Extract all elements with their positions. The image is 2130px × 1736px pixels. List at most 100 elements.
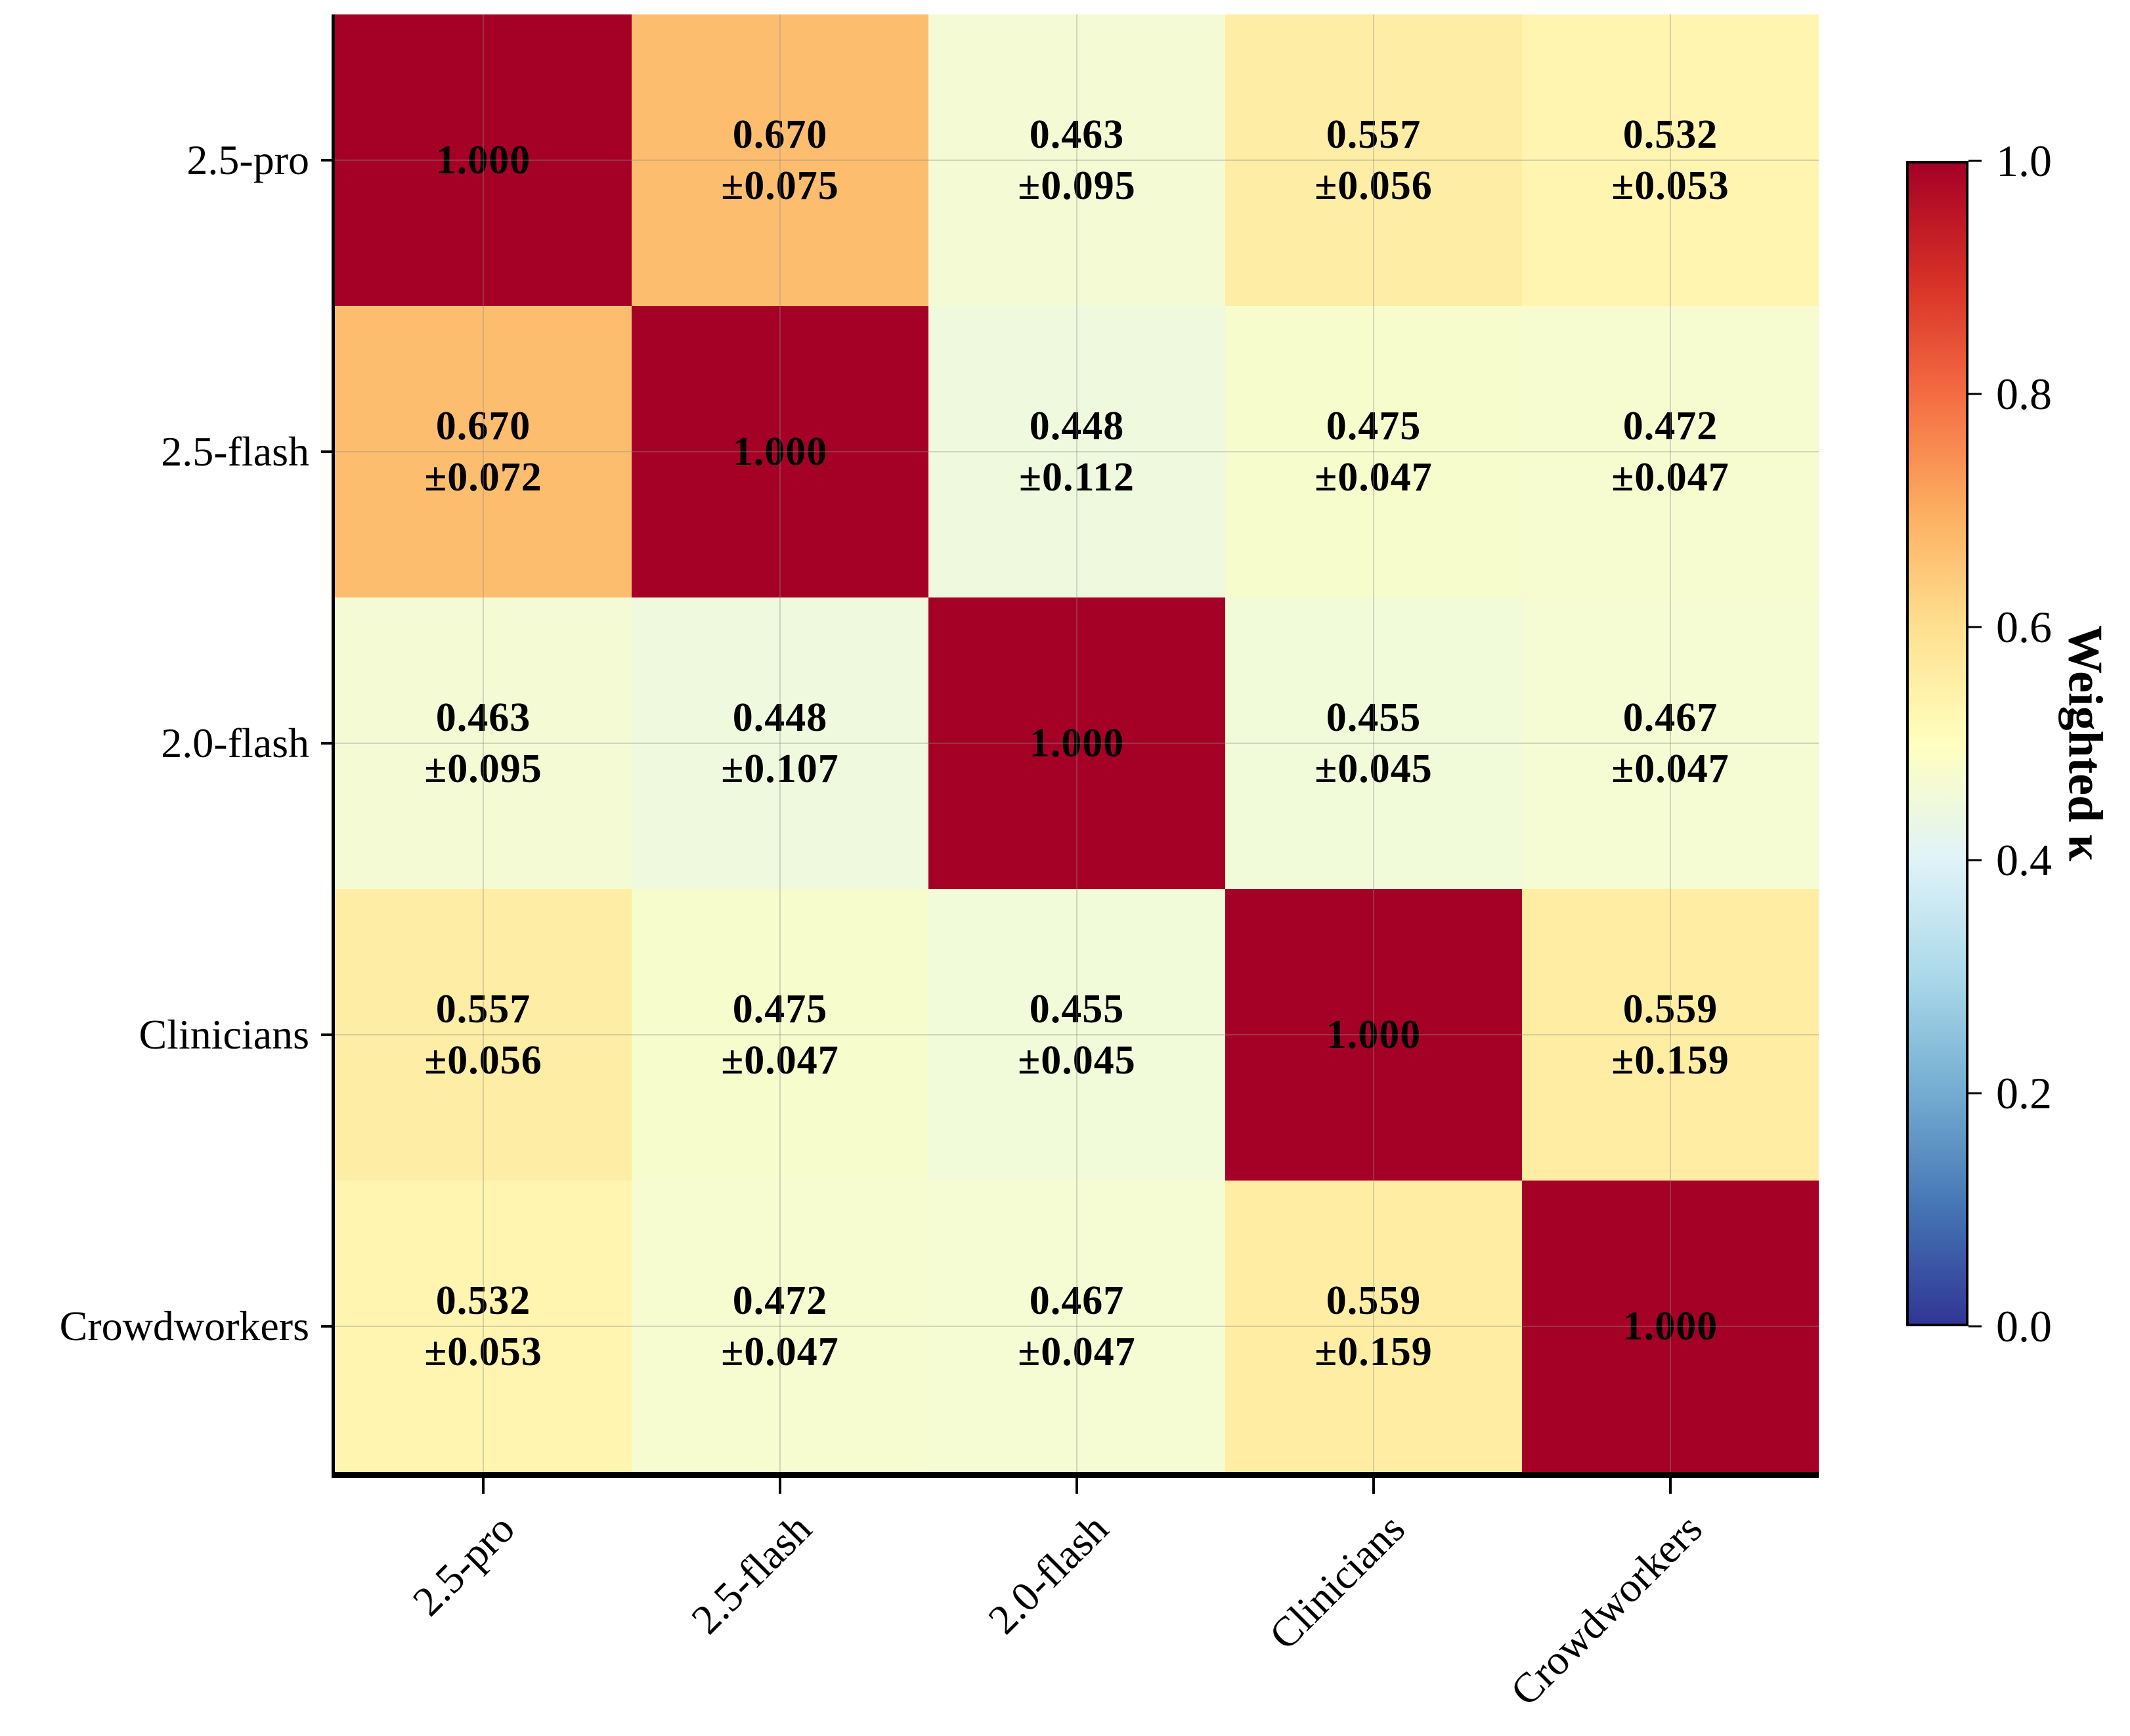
cell-annotation: 1.000 — [436, 135, 531, 186]
cell-annotation: 0.472 ±0.047 — [721, 1275, 839, 1378]
y-axis-tick — [321, 1033, 332, 1036]
colorbar — [1906, 161, 1968, 1326]
gridline-vertical — [1670, 14, 1671, 1472]
cell-value: 0.448 — [1029, 404, 1125, 448]
cell-value: 0.467 — [1622, 695, 1718, 740]
cell-value: 0.670 — [435, 404, 531, 448]
heatmap-cell: 1.000 — [1522, 1181, 1819, 1472]
x-axis-tick — [1076, 1478, 1078, 1494]
heatmap-cell: 0.455 ±0.045 — [928, 889, 1225, 1181]
cell-value: 0.475 — [732, 987, 828, 1031]
colorbar-tick — [1968, 160, 1982, 162]
cell-value: 0.463 — [435, 695, 531, 740]
cell-annotation: 0.472 ±0.047 — [1611, 401, 1729, 503]
cell-value: 1.000 — [1622, 1304, 1718, 1349]
colorbar-tick — [1968, 626, 1982, 628]
heatmap-cell: 1.000 — [632, 306, 928, 597]
cell-value: 0.532 — [1622, 112, 1718, 157]
cell-annotation: 0.467 ±0.047 — [1018, 1275, 1136, 1378]
cell-annotation: 1.000 — [1326, 1009, 1422, 1060]
gridline-vertical — [1076, 14, 1077, 1472]
cell-value: 0.455 — [1029, 987, 1125, 1031]
cell-value: 1.000 — [1029, 721, 1125, 766]
x-axis-label: 2.0-flash — [979, 1505, 1118, 1643]
cell-value: 0.670 — [732, 112, 828, 157]
y-axis-tick — [321, 159, 332, 162]
cell-annotation: 0.532 ±0.053 — [424, 1275, 542, 1378]
colorbar-tick-label: 0.4 — [1996, 835, 2052, 885]
heatmap-cell: 0.532 ±0.053 — [335, 1181, 632, 1472]
y-axis-label: 2.5-pro — [186, 137, 309, 183]
heatmap-grid: 1.000 0.670 ±0.075 0.463 ±0.095 0.557 ±0.056 0.… — [335, 14, 1819, 1472]
heatmap-cell: 0.670 ±0.075 — [632, 14, 928, 306]
heatmap-cell: 0.559 ±0.159 — [1522, 889, 1819, 1181]
cell-annotation: 0.532 ±0.053 — [1611, 109, 1729, 211]
cell-value: 0.463 — [1029, 112, 1125, 157]
colorbar-tick — [1968, 1325, 1982, 1328]
heatmap-cell: 1.000 — [335, 14, 632, 306]
y-axis-label: 2.0-flash — [161, 720, 309, 766]
cell-annotation: 0.463 ±0.095 — [424, 692, 542, 794]
x-axis-tick — [1372, 1478, 1375, 1494]
colorbar-tick-label: 0.6 — [1996, 602, 2052, 652]
cell-error: ±0.053 — [424, 1330, 542, 1374]
cell-annotation: 0.559 ±0.159 — [1611, 984, 1729, 1086]
gridline-vertical — [1373, 14, 1374, 1472]
cell-error: ±0.047 — [1611, 747, 1729, 791]
y-axis-tick — [321, 450, 332, 453]
cell-error: ±0.047 — [721, 1038, 839, 1083]
heatmap-cell: 0.467 ±0.047 — [928, 1181, 1225, 1472]
cell-annotation: 0.670 ±0.072 — [424, 401, 542, 503]
cell-value: 0.559 — [1622, 987, 1718, 1031]
x-axis-label: Crowdworkers — [1501, 1505, 1711, 1715]
colorbar-title-weighted-kappa: Weighted κ — [2058, 625, 2112, 861]
x-axis-tick — [1669, 1478, 1672, 1494]
y-axis-label: Crowdworkers — [59, 1303, 309, 1349]
cell-annotation: 0.557 ±0.056 — [424, 984, 542, 1086]
cell-annotation: 0.557 ±0.056 — [1315, 109, 1433, 211]
cell-annotation: 0.559 ±0.159 — [1315, 1275, 1433, 1378]
heatmap-cell: 0.467 ±0.047 — [1522, 597, 1819, 889]
heatmap-cell: 0.559 ±0.159 — [1225, 1181, 1522, 1472]
gridline-horizontal — [335, 451, 1819, 452]
heatmap-plot-area: 1.000 0.670 ±0.075 0.463 ±0.095 0.557 ±0.056 0.… — [332, 14, 1819, 1478]
cell-value: 0.455 — [1326, 695, 1422, 740]
cell-error: ±0.095 — [1018, 163, 1136, 208]
cell-error: ±0.056 — [424, 1038, 542, 1083]
cell-annotation: 0.455 ±0.045 — [1315, 692, 1433, 794]
cell-error: ±0.075 — [721, 163, 839, 208]
heatmap-cell: 0.463 ±0.095 — [335, 597, 632, 889]
cell-error: ±0.112 — [1018, 455, 1135, 500]
cell-value: 0.472 — [1622, 404, 1718, 448]
cell-error: ±0.072 — [424, 455, 542, 500]
heatmap-cell: 0.670 ±0.072 — [335, 306, 632, 597]
heatmap-cell: 0.463 ±0.095 — [928, 14, 1225, 306]
colorbar-tick-label: 0.8 — [1996, 369, 2052, 419]
colorbar-tick — [1968, 1092, 1982, 1095]
colorbar-tick-label: 1.0 — [1996, 136, 2052, 186]
cell-value: 0.559 — [1326, 1278, 1422, 1323]
gridline-horizontal — [335, 1326, 1819, 1327]
colorbar-tick-label: 0.0 — [1996, 1301, 2052, 1351]
cell-value: 0.557 — [1326, 112, 1422, 157]
gridline-vertical — [483, 14, 484, 1472]
heatmap-cell: 1.000 — [1225, 889, 1522, 1181]
heatmap-cell: 1.000 — [928, 597, 1225, 889]
cell-value: 1.000 — [1326, 1012, 1422, 1057]
heatmap-cell: 0.472 ±0.047 — [632, 1181, 928, 1472]
cell-error: ±0.047 — [721, 1330, 839, 1374]
heatmap-cell: 0.448 ±0.107 — [632, 597, 928, 889]
cell-annotation: 0.475 ±0.047 — [1315, 401, 1433, 503]
cell-annotation: 0.448 ±0.107 — [721, 692, 839, 794]
gridline-horizontal — [335, 160, 1819, 161]
cell-annotation: 0.467 ±0.047 — [1611, 692, 1729, 794]
cell-error: ±0.045 — [1018, 1038, 1136, 1083]
cell-value: 0.557 — [435, 987, 531, 1031]
heatmap-cell: 0.448 ±0.112 — [928, 306, 1225, 597]
cell-error: ±0.047 — [1018, 1330, 1136, 1374]
cell-value: 0.475 — [1326, 404, 1422, 448]
colorbar-tick-label: 0.2 — [1996, 1068, 2052, 1118]
heatmap-cell: 0.475 ±0.047 — [632, 889, 928, 1181]
gridline-horizontal — [335, 1034, 1819, 1035]
